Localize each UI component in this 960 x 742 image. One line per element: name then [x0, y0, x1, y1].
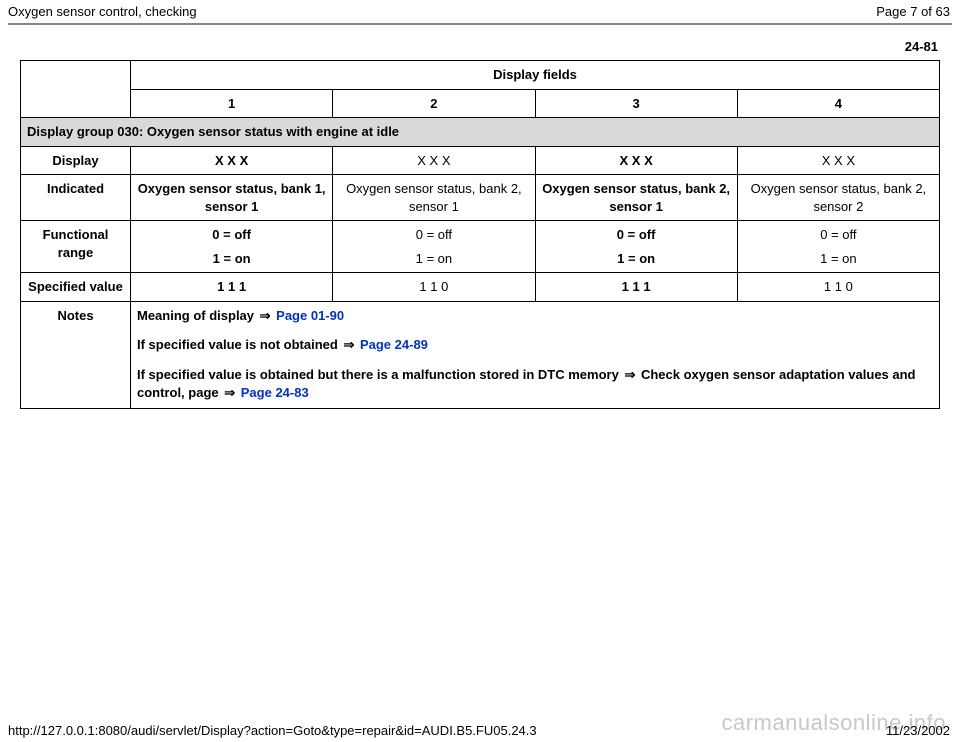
table-row-indicated: Indicated Oxygen sensor status, bank 1, …	[21, 175, 940, 221]
specified-value-row-label: Specified value	[21, 273, 131, 302]
page-container: Oxygen sensor control, checking Page 7 o…	[0, 0, 960, 742]
arrow-icon: ⇒	[622, 366, 637, 384]
note-2-link[interactable]: Page 24-89	[360, 337, 428, 352]
fr-2-line1: 0 = off	[339, 226, 528, 244]
display-cell-2: X X X	[333, 146, 535, 175]
specified-cell-4: 1 1 0	[737, 273, 939, 302]
notes-row-label: Notes	[21, 301, 131, 408]
document-title: Oxygen sensor control, checking	[8, 4, 197, 19]
note-3-text-a: If specified value is obtained but there…	[137, 367, 622, 382]
field-number-1: 1	[131, 89, 333, 118]
arrow-icon: ⇒	[341, 336, 356, 354]
display-cell-3: X X X	[535, 146, 737, 175]
display-fields-table: Display fields 1 2 3 4 Display group 030…	[20, 60, 940, 409]
functional-range-cell-3: 0 = off 1 = on	[535, 221, 737, 273]
note-1-link[interactable]: Page 01-90	[276, 308, 344, 323]
field-number-2: 2	[333, 89, 535, 118]
indicated-row-label: Indicated	[21, 175, 131, 221]
fr-4-line1: 0 = off	[744, 226, 933, 244]
section-page-number: 24-81	[0, 25, 960, 60]
table-row-notes: Notes Meaning of display ⇒ Page 01-90 If…	[21, 301, 940, 408]
display-fields-header: Display fields	[131, 61, 940, 90]
table-row-header2: 1 2 3 4	[21, 89, 940, 118]
table-row-functional-range: Functional range 0 = off 1 = on 0 = off …	[21, 221, 940, 273]
functional-range-cell-2: 0 = off 1 = on	[333, 221, 535, 273]
fr-1-line1: 0 = off	[137, 226, 326, 244]
header-blank-cell	[21, 61, 131, 118]
indicated-cell-4: Oxygen sensor status, bank 2, sensor 2	[737, 175, 939, 221]
arrow-icon: ⇒	[222, 384, 237, 402]
indicated-cell-2: Oxygen sensor status, bank 2, sensor 1	[333, 175, 535, 221]
top-bar: Oxygen sensor control, checking Page 7 o…	[0, 0, 960, 21]
notes-cell: Meaning of display ⇒ Page 01-90 If speci…	[131, 301, 940, 408]
fr-3-line1: 0 = off	[542, 226, 731, 244]
functional-range-cell-1: 0 = off 1 = on	[131, 221, 333, 273]
note-3-link[interactable]: Page 24-83	[241, 385, 309, 400]
footer-bar: http://127.0.0.1:8080/audi/servlet/Displ…	[0, 723, 960, 738]
functional-range-cell-4: 0 = off 1 = on	[737, 221, 939, 273]
fr-1-line2: 1 = on	[137, 250, 326, 268]
table-row-header1: Display fields	[21, 61, 940, 90]
note-2-text: If specified value is not obtained	[137, 337, 341, 352]
note-2: If specified value is not obtained ⇒ Pag…	[137, 336, 933, 354]
indicated-cell-3: Oxygen sensor status, bank 2, sensor 1	[535, 175, 737, 221]
group-header-cell: Display group 030: Oxygen sensor status …	[21, 118, 940, 147]
arrow-icon: ⇒	[258, 307, 273, 325]
display-cell-1: X X X	[131, 146, 333, 175]
note-1: Meaning of display ⇒ Page 01-90	[137, 307, 933, 325]
fr-3-line2: 1 = on	[542, 250, 731, 268]
field-number-3: 3	[535, 89, 737, 118]
page-indicator: Page 7 of 63	[876, 4, 950, 19]
display-row-label: Display	[21, 146, 131, 175]
note-1-text: Meaning of display	[137, 308, 258, 323]
display-cell-4: X X X	[737, 146, 939, 175]
functional-range-row-label: Functional range	[21, 221, 131, 273]
table-row-display: Display X X X X X X X X X X X X	[21, 146, 940, 175]
note-3: If specified value is obtained but there…	[137, 366, 933, 401]
fr-2-line2: 1 = on	[339, 250, 528, 268]
specified-cell-2: 1 1 0	[333, 273, 535, 302]
field-number-4: 4	[737, 89, 939, 118]
table-row-group-header: Display group 030: Oxygen sensor status …	[21, 118, 940, 147]
specified-cell-3: 1 1 1	[535, 273, 737, 302]
indicated-cell-1: Oxygen sensor status, bank 1, sensor 1	[131, 175, 333, 221]
fr-4-line2: 1 = on	[744, 250, 933, 268]
content-area: Display fields 1 2 3 4 Display group 030…	[0, 60, 960, 409]
footer-url: http://127.0.0.1:8080/audi/servlet/Displ…	[8, 723, 537, 738]
specified-cell-1: 1 1 1	[131, 273, 333, 302]
table-row-specified-value: Specified value 1 1 1 1 1 0 1 1 1 1 1 0	[21, 273, 940, 302]
footer-date: 11/23/2002	[886, 723, 950, 738]
